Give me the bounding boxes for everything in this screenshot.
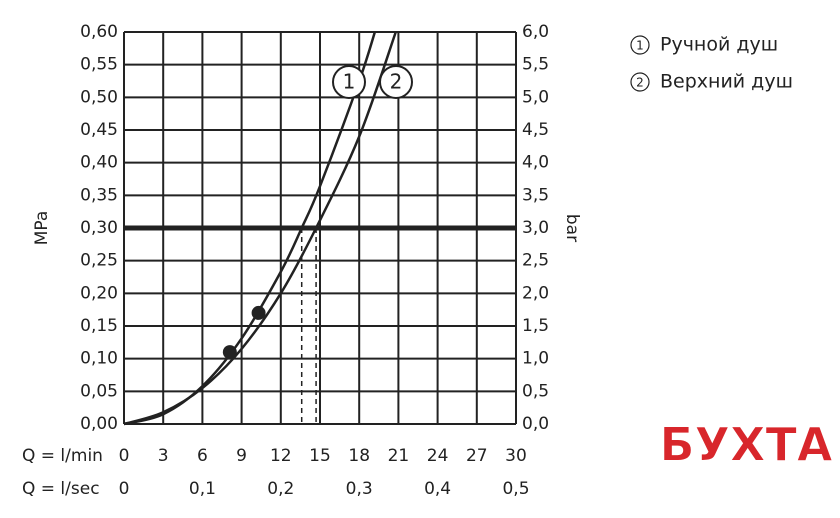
y-tick-label: 0,00 — [80, 414, 118, 434]
x2-tick-label: 0,3 — [346, 479, 373, 499]
y-tick-label: 0,45 — [80, 120, 118, 140]
y2-tick-label: 1,0 — [522, 349, 549, 369]
y2-tick-label: 4,5 — [522, 120, 549, 140]
y2-tick-label: 0,5 — [522, 381, 549, 401]
y2-tick-label: 1,5 — [522, 316, 549, 336]
legend-number: 2 — [636, 76, 644, 90]
x2-tick-label: 0,5 — [502, 479, 529, 499]
curve-label: 1 — [343, 70, 356, 94]
legend-label: Верхний душ — [660, 71, 793, 93]
y-tick-label: 0,15 — [80, 316, 118, 336]
x-tick-label: 21 — [388, 446, 410, 466]
legend-symbol — [630, 72, 650, 92]
curve-label-circle — [332, 65, 366, 99]
y-tick-label: 0,30 — [80, 218, 118, 238]
y-tick-label: 0,40 — [80, 153, 118, 173]
x-axis-label: Q = l/min — [22, 446, 103, 466]
y2-tick-label: 0,0 — [522, 414, 549, 434]
curve — [123, 31, 397, 426]
y-tick-label: 0,55 — [80, 55, 118, 75]
y-tick-label: 0,25 — [80, 251, 118, 271]
x-tick-label: 9 — [236, 446, 247, 466]
x2-tick-label: 0 — [119, 479, 130, 499]
legend-label: Ручной душ — [660, 34, 778, 56]
y2-tick-label: 5,0 — [522, 87, 549, 107]
y2-tick-label: 2,0 — [522, 283, 549, 303]
x-tick-label: 0 — [119, 446, 130, 466]
y2-tick-label: 5,5 — [522, 55, 549, 75]
y-tick-label: 0,10 — [80, 349, 118, 369]
y2-tick-label: 4,0 — [522, 153, 549, 173]
y2-tick-label: 2,5 — [522, 251, 549, 271]
x2-tick-label: 0,1 — [189, 479, 216, 499]
watermark: БУХТА — [660, 418, 833, 472]
y-tick-label: 0,60 — [80, 22, 118, 42]
x-tick-label: 15 — [309, 446, 331, 466]
x-tick-label: 30 — [505, 446, 527, 466]
x2-tick-label: 0,4 — [424, 479, 451, 499]
y-axis-label: MPa — [32, 211, 52, 246]
y2-axis-label: bar — [562, 214, 582, 242]
x2-tick-label: 0,2 — [267, 479, 294, 499]
legend-symbol — [630, 35, 650, 55]
marker — [222, 345, 237, 360]
x-tick-label: 12 — [270, 446, 292, 466]
curve-label: 2 — [390, 70, 403, 94]
y2-tick-label: 6,0 — [522, 22, 549, 42]
y-tick-label: 0,50 — [80, 87, 118, 107]
y2-tick-label: 3,5 — [522, 185, 549, 205]
x-tick-label: 27 — [466, 446, 488, 466]
x2-axis-label: Q = l/sec — [22, 479, 100, 499]
x-tick-label: 24 — [427, 446, 449, 466]
curve-label-circle — [379, 65, 413, 99]
marker — [251, 305, 266, 320]
y-tick-label: 0,35 — [80, 185, 118, 205]
x-tick-label: 3 — [158, 446, 169, 466]
y-tick-label: 0,20 — [80, 283, 118, 303]
legend-number: 1 — [636, 39, 644, 53]
y2-tick-label: 3,0 — [522, 218, 549, 238]
y-tick-label: 0,05 — [80, 381, 118, 401]
x-tick-label: 18 — [348, 446, 370, 466]
x-tick-label: 6 — [197, 446, 208, 466]
